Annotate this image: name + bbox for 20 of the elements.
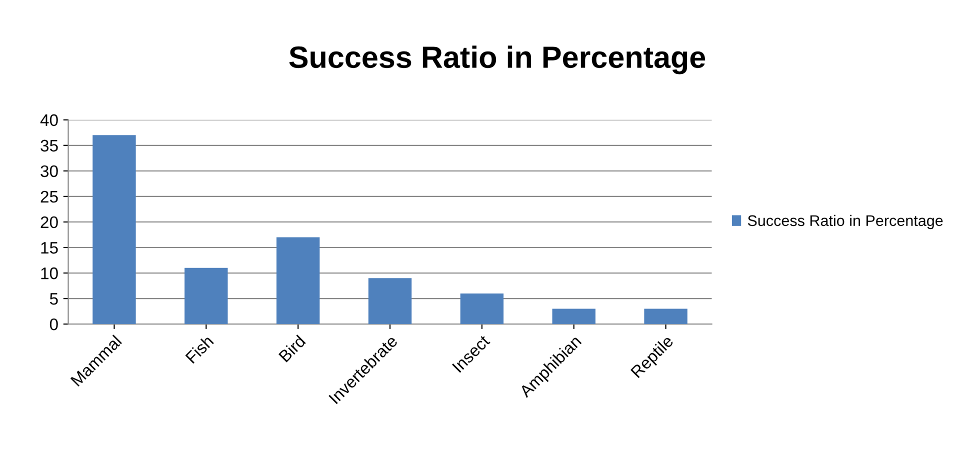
- y-tick-label: 10: [41, 267, 58, 280]
- bar: [184, 268, 228, 324]
- x-tick-label: Fish: [184, 334, 214, 364]
- y-tick-label: 0: [50, 318, 58, 330]
- y-tick-label: 15: [41, 242, 58, 254]
- bar: [552, 308, 596, 324]
- y-tick-label: 30: [40, 165, 58, 178]
- y-tick-label: 25: [40, 190, 58, 203]
- y-tick-label: 40: [40, 114, 58, 126]
- legend-label: Success Ratio in Percentage: [748, 214, 943, 230]
- bar: [368, 278, 412, 324]
- bar: [644, 308, 688, 324]
- x-tick-label: Bird: [278, 334, 306, 362]
- y-tick-label: 35: [40, 140, 58, 152]
- bar: [92, 135, 136, 324]
- bar: [276, 237, 320, 324]
- y-tick-label: 5: [50, 293, 58, 305]
- y-tick-label: 20: [40, 216, 58, 228]
- chart-title: Success Ratio in Percentage: [289, 46, 706, 74]
- bar: [460, 293, 504, 324]
